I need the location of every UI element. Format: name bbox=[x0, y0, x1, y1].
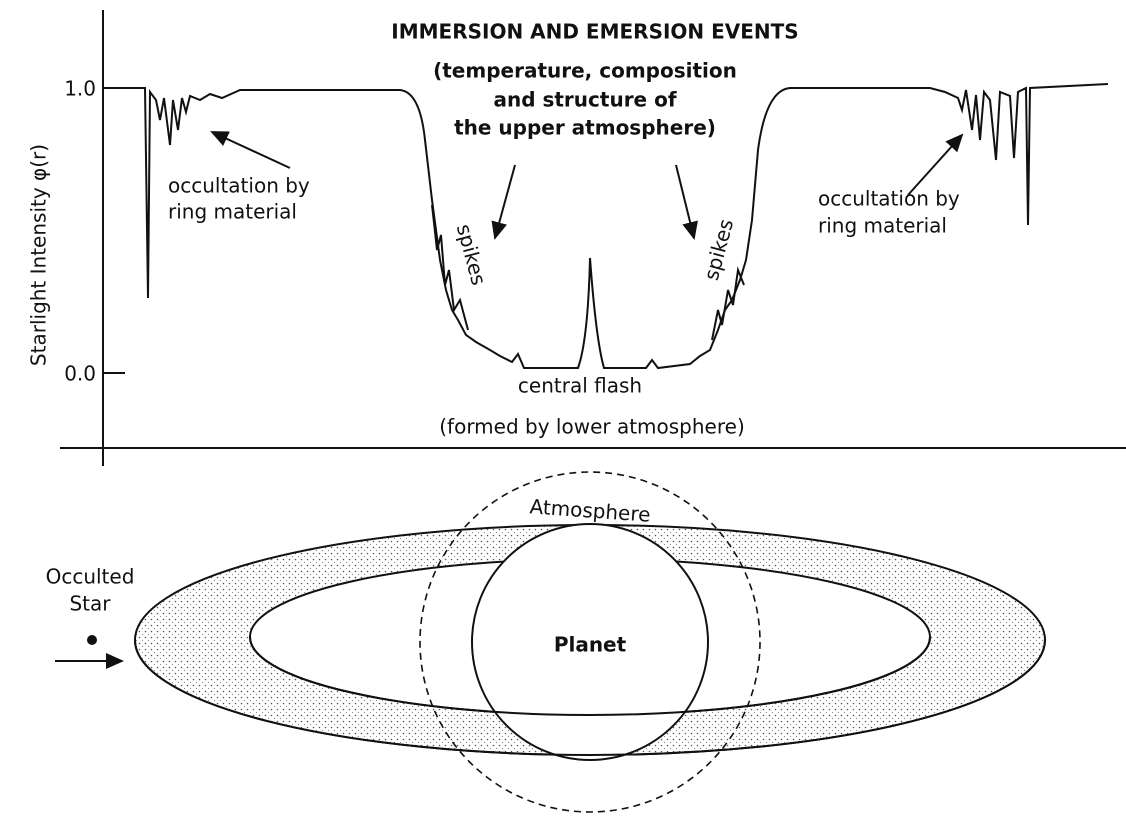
planet-label: Planet bbox=[554, 633, 627, 657]
subtitle: and structure of bbox=[493, 88, 676, 112]
annotation: ring material bbox=[818, 214, 947, 238]
arrow bbox=[212, 132, 290, 168]
y-tick-label: 1.0 bbox=[64, 77, 96, 101]
star bbox=[87, 635, 97, 645]
star-label: Occulted bbox=[46, 565, 135, 589]
title: IMMERSION AND EMERSION EVENTS bbox=[391, 20, 798, 44]
subtitle: (temperature, composition bbox=[433, 59, 737, 83]
annotation: occultation by bbox=[818, 187, 960, 211]
subtitle: the upper atmosphere) bbox=[454, 116, 716, 140]
y-tick-label: 0.0 bbox=[64, 362, 96, 386]
figure: 1.0 0.0 Starlight Intensity φ(r) IMMERSI… bbox=[0, 0, 1126, 813]
annotation: central flash bbox=[518, 374, 642, 398]
arrow bbox=[495, 165, 515, 238]
atmosphere-label: Atmosphere bbox=[529, 494, 651, 526]
star-label: Star bbox=[69, 592, 111, 616]
annotation: (formed by lower atmosphere) bbox=[439, 415, 745, 439]
y-axis-label: Starlight Intensity φ(r) bbox=[27, 144, 51, 366]
annotation: occultation by bbox=[168, 174, 310, 198]
arrow bbox=[676, 165, 694, 238]
spikes-label: spikes bbox=[452, 221, 491, 287]
spikes-label: spikes bbox=[699, 216, 738, 282]
annotation: ring material bbox=[168, 200, 297, 224]
